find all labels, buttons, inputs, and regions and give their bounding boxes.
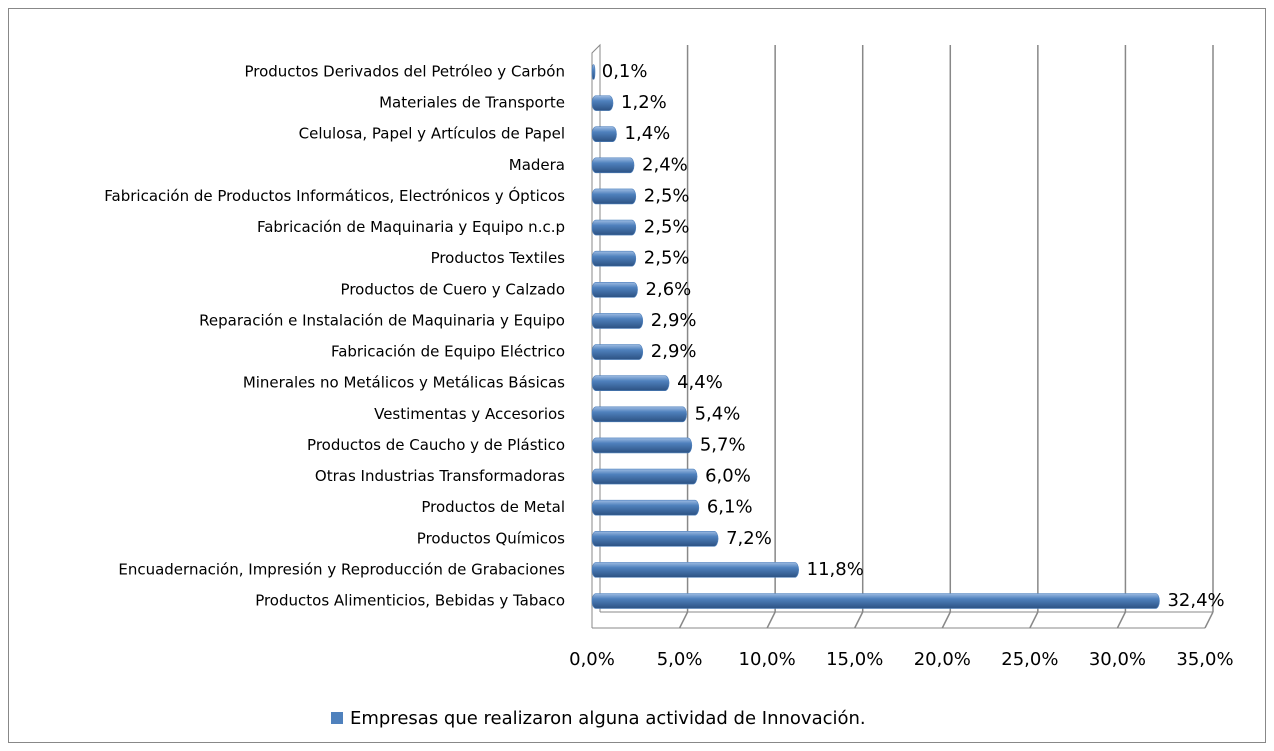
bar <box>591 499 700 516</box>
x-tick-label: 25,0% <box>1001 649 1058 670</box>
value-label: 32,4% <box>1167 590 1224 611</box>
bar <box>591 344 644 360</box>
value-label: 2,9% <box>651 341 697 362</box>
category-label: Otras Industrias Transformadoras <box>315 467 565 485</box>
value-label: 5,7% <box>700 434 746 455</box>
bar <box>591 64 596 80</box>
legend-label: Empresas que realizaron alguna actividad… <box>350 708 866 729</box>
grid-line <box>1116 611 1127 629</box>
grid-line <box>1204 611 1214 629</box>
value-label: 2,5% <box>644 217 690 238</box>
value-label: 2,5% <box>644 248 690 269</box>
value-label: 5,4% <box>695 403 741 424</box>
value-label: 1,4% <box>625 123 671 144</box>
category-label: Madera <box>509 156 565 174</box>
x-tick-label: 0,0% <box>569 649 615 670</box>
bar <box>591 437 693 454</box>
bar <box>591 406 687 423</box>
value-label: 11,8% <box>807 559 864 580</box>
bar <box>591 530 719 547</box>
x-tick-label: 5,0% <box>657 649 703 670</box>
value-label: 6,1% <box>707 497 753 518</box>
bar <box>591 250 637 267</box>
value-label: 2,9% <box>651 310 697 331</box>
x-tick-label: 30,0% <box>1089 649 1146 670</box>
value-label: 1,2% <box>621 92 667 113</box>
legend-swatch <box>331 712 343 724</box>
grid-line <box>678 611 689 629</box>
category-label: Productos Derivados del Petróleo y Carbó… <box>244 63 565 81</box>
category-label: Productos de Cuero y Calzado <box>341 280 565 298</box>
bar <box>591 562 799 578</box>
bar <box>591 313 644 329</box>
bar <box>591 219 637 236</box>
category-label: Fabricación de Productos Informáticos, E… <box>104 186 565 205</box>
category-label: Minerales no Metálicos y Metálicas Básic… <box>243 374 565 392</box>
grid-line <box>1029 611 1039 629</box>
bar <box>591 95 614 111</box>
bar <box>591 375 670 391</box>
x-tick-label: 35,0% <box>1176 649 1233 670</box>
category-label: Fabricación de Equipo Eléctrico <box>331 343 565 361</box>
value-label: 4,4% <box>677 372 723 393</box>
grid-line <box>854 611 864 629</box>
x-tick-label: 15,0% <box>826 649 883 670</box>
category-label: Fabricación de Maquinaria y Equipo n.c.p <box>257 218 565 236</box>
bar <box>591 126 617 143</box>
bar <box>591 188 637 205</box>
x-tick-label: 20,0% <box>914 649 971 670</box>
x-tick-label: 10,0% <box>739 649 796 670</box>
category-label: Productos de Caucho y de Plástico <box>307 436 565 454</box>
category-label: Productos Alimenticios, Bebidas y Tabaco <box>255 592 565 610</box>
category-label: Reparación e Instalación de Maquinaria y… <box>199 311 565 329</box>
value-label: 2,6% <box>646 279 692 300</box>
category-label: Encuadernación, Impresión y Reproducción… <box>118 560 565 578</box>
bar <box>591 593 1160 609</box>
category-label: Materiales de Transporte <box>379 94 565 112</box>
category-label: Vestimentas y Accesorios <box>374 405 565 423</box>
value-label: 2,5% <box>644 185 690 206</box>
category-label: Celulosa, Papel y Artículos de Papel <box>299 125 565 143</box>
value-label: 6,0% <box>705 466 751 487</box>
grid-line <box>766 611 776 629</box>
bar <box>591 282 638 298</box>
category-label: Productos Textiles <box>431 249 566 267</box>
bar <box>591 157 635 174</box>
category-label: Productos de Metal <box>421 498 565 516</box>
grid-line <box>941 611 951 629</box>
value-label: 2,4% <box>642 154 688 175</box>
bar <box>591 468 698 485</box>
value-label: 0,1% <box>602 61 648 82</box>
value-label: 7,2% <box>726 528 772 549</box>
category-label: Productos Químicos <box>417 529 565 547</box>
